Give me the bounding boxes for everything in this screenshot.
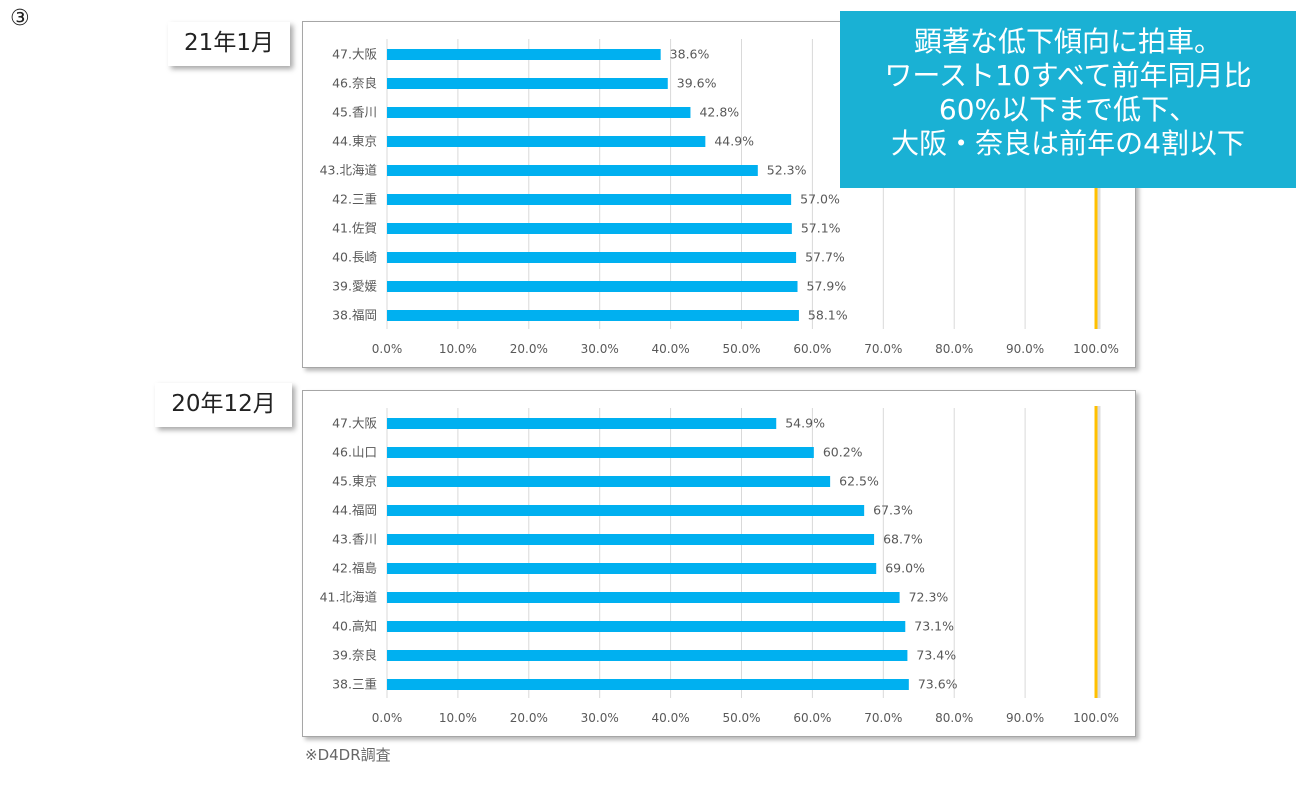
data-label: 57.9% (807, 279, 847, 294)
data-label: 57.0% (800, 192, 840, 207)
category-label: 42.福島 (332, 561, 377, 576)
category-label: 38.福岡 (332, 308, 377, 323)
data-label: 57.1% (801, 221, 841, 236)
category-label: 43.香川 (332, 532, 377, 547)
x-tick-label: 40.0% (652, 711, 690, 725)
bar (387, 78, 668, 89)
data-label: 73.6% (918, 677, 958, 692)
data-label: 72.3% (909, 590, 949, 605)
category-label: 43.北海道 (320, 163, 378, 178)
x-tick-label: 80.0% (935, 342, 973, 356)
bar (387, 165, 758, 176)
data-label: 42.8% (699, 105, 739, 120)
category-label: 41.佐賀 (332, 221, 377, 236)
x-tick-label: 100.0% (1073, 342, 1119, 356)
x-tick-label: 0.0% (372, 342, 403, 356)
data-label: 52.3% (767, 163, 807, 178)
bar (387, 563, 877, 574)
bar (387, 679, 909, 690)
x-tick-label: 10.0% (439, 711, 477, 725)
data-label: 73.1% (914, 619, 954, 634)
bar (387, 49, 661, 60)
category-label: 39.奈良 (332, 648, 377, 663)
x-tick-label: 20.0% (510, 711, 548, 725)
x-tick-label: 10.0% (439, 342, 477, 356)
slide-number: ③ (10, 6, 30, 31)
bar (387, 281, 798, 292)
bar (387, 505, 865, 516)
x-tick-label: 60.0% (793, 711, 831, 725)
category-label: 40.高知 (332, 619, 377, 634)
category-label: 45.東京 (332, 474, 377, 489)
bar-chart-dec-2020: 0.0% 10.0% 20.0% 30.0% 40.0% 50.0% 60.0% 70.0% 8… (302, 390, 1136, 737)
bar (387, 447, 814, 458)
bar (387, 476, 831, 487)
callout-box: 顕著な低下傾向に拍車。 ワースト10すべて前年同月比 60%以下まで低下、 大阪… (840, 11, 1296, 188)
bar (387, 310, 799, 321)
x-tick-label: 40.0% (652, 342, 690, 356)
bar (387, 194, 792, 205)
x-tick-label: 30.0% (581, 711, 619, 725)
data-label: 69.0% (885, 561, 925, 576)
bar (387, 418, 777, 429)
data-label: 73.4% (916, 648, 956, 663)
chart-svg-jan-2021: 0.0% 10.0% 20.0% 30.0% 40.0% 50.0% 60.0% 70.0% 8… (320, 37, 1119, 356)
data-label: 67.3% (873, 503, 913, 518)
bar (387, 107, 691, 118)
callout-line-4: 大阪・奈良は前年の4割以下 (891, 127, 1245, 160)
category-label: 46.山口 (332, 445, 377, 460)
x-tick-label: 50.0% (722, 342, 760, 356)
x-tick-label: 0.0% (372, 711, 403, 725)
category-label: 40.長崎 (332, 250, 377, 265)
category-label: 47.大阪 (332, 416, 377, 431)
category-label: 44.東京 (332, 134, 377, 149)
data-label: 38.6% (670, 47, 710, 62)
chart-svg-dec-2020: 0.0% 10.0% 20.0% 30.0% 40.0% 50.0% 60.0% 70.0% 8… (320, 406, 1119, 725)
x-tick-label: 30.0% (581, 342, 619, 356)
x-tick-label: 100.0% (1073, 711, 1119, 725)
data-label: 54.9% (785, 416, 825, 431)
period-label-jan-2021: 21年1月 (168, 22, 290, 66)
data-label: 44.9% (714, 134, 754, 149)
bar (387, 650, 908, 661)
category-label: 44.福岡 (332, 503, 377, 518)
x-tick-label: 20.0% (510, 342, 548, 356)
data-label: 57.7% (805, 250, 845, 265)
bar (387, 592, 900, 603)
source-footnote: ※D4DR調査 (305, 746, 391, 764)
x-tick-label: 60.0% (793, 342, 831, 356)
category-label: 39.愛媛 (332, 279, 377, 294)
category-label: 45.香川 (332, 105, 377, 120)
x-tick-label: 90.0% (1006, 342, 1044, 356)
callout-line-3: 60%以下まで低下、 (938, 93, 1198, 126)
data-label: 68.7% (883, 532, 923, 547)
data-label: 39.6% (677, 76, 717, 91)
data-label: 60.2% (823, 445, 863, 460)
bar (387, 252, 797, 263)
x-tick-label: 50.0% (722, 711, 760, 725)
data-label: 58.1% (808, 308, 848, 323)
x-tick-label: 70.0% (864, 342, 902, 356)
x-tick-label: 70.0% (864, 711, 902, 725)
bar (387, 223, 792, 234)
category-label: 38.三重 (332, 677, 377, 692)
callout-line-2: ワースト10すべて前年同月比 (884, 59, 1252, 92)
category-label: 42.三重 (332, 192, 377, 207)
bar (387, 136, 706, 147)
period-label-dec-2020: 20年12月 (155, 383, 292, 427)
x-tick-label: 80.0% (935, 711, 973, 725)
callout-line-1: 顕著な低下傾向に拍車。 (913, 25, 1222, 58)
x-tick-label: 90.0% (1006, 711, 1044, 725)
category-label: 46.奈良 (332, 76, 377, 91)
bar (387, 621, 906, 632)
category-label: 47.大阪 (332, 47, 377, 62)
category-label: 41.北海道 (320, 590, 378, 605)
data-label: 62.5% (839, 474, 879, 489)
bar (387, 534, 875, 545)
